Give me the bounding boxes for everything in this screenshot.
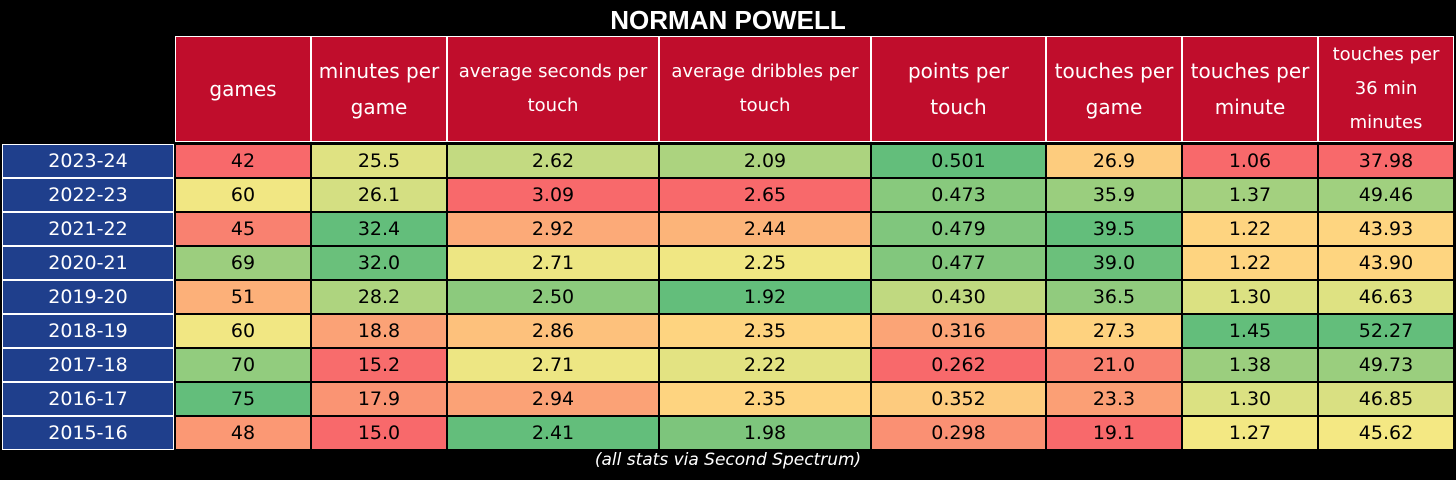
table-cell: 3.09 [447,178,659,212]
table-cell: 0.477 [871,246,1046,280]
column-header: minutes per game [311,36,447,142]
table-cell: 2.22 [659,348,871,382]
table-cell: 21.0 [1046,348,1182,382]
table-cell: 1.06 [1182,144,1318,178]
table-cell: 25.5 [311,144,447,178]
table-cell: 1.30 [1182,382,1318,416]
table-cell: 1.92 [659,280,871,314]
table-cell: 51 [175,280,311,314]
table-cell: 28.2 [311,280,447,314]
table-cell: 1.22 [1182,246,1318,280]
table-cell: 0.473 [871,178,1046,212]
table-cell: 26.9 [1046,144,1182,178]
table-cell: 70 [175,348,311,382]
column-header: touches per 36 min minutes [1318,36,1454,142]
table-cell: 0.298 [871,416,1046,450]
table-cell: 49.46 [1318,178,1454,212]
table-cell: 19.1 [1046,416,1182,450]
table-cell: 2.92 [447,212,659,246]
table-cell: 49.73 [1318,348,1454,382]
table-cell: 2.71 [447,348,659,382]
table-cell: 2.86 [447,314,659,348]
table-cell: 0.316 [871,314,1046,348]
season-label: 2020-21 [2,246,174,280]
chart-title: NORMAN POWELL [610,5,846,35]
table-cell: 69 [175,246,311,280]
table-cell: 32.0 [311,246,447,280]
table-cell: 2.41 [447,416,659,450]
table-cell: 32.4 [311,212,447,246]
table-cell: 2.94 [447,382,659,416]
table-cell: 2.50 [447,280,659,314]
table-cell: 0.262 [871,348,1046,382]
table-cell: 1.45 [1182,314,1318,348]
table-cell: 2.09 [659,144,871,178]
season-label: 2017-18 [2,348,174,382]
table-cell: 60 [175,178,311,212]
table-cell: 35.9 [1046,178,1182,212]
table-cell: 0.430 [871,280,1046,314]
table-cell: 1.27 [1182,416,1318,450]
footnote: (all stats via Second Spectrum) [594,450,862,470]
column-header: points per touch [871,36,1046,142]
table-cell: 42 [175,144,311,178]
table-cell: 0.501 [871,144,1046,178]
season-label: 2016-17 [2,382,174,416]
table-cell: 1.30 [1182,280,1318,314]
table-cell: 2.62 [447,144,659,178]
table-cell: 17.9 [311,382,447,416]
table-cell: 1.38 [1182,348,1318,382]
table-cell: 46.85 [1318,382,1454,416]
table-cell: 60 [175,314,311,348]
table-cell: 2.35 [659,314,871,348]
season-label: 2019-20 [2,280,174,314]
season-label: 2022-23 [2,178,174,212]
column-header: touches per minute [1182,36,1318,142]
table-cell: 0.479 [871,212,1046,246]
column-header: average seconds per touch [447,36,659,142]
table-cell: 2.35 [659,382,871,416]
table-cell: 0.352 [871,382,1046,416]
season-label: 2023-24 [2,144,174,178]
table-cell: 46.63 [1318,280,1454,314]
table-cell: 48 [175,416,311,450]
table-cell: 52.27 [1318,314,1454,348]
table-cell: 45 [175,212,311,246]
season-label: 2021-22 [2,212,174,246]
table-cell: 23.3 [1046,382,1182,416]
table-cell: 15.2 [311,348,447,382]
table-cell: 45.62 [1318,416,1454,450]
table-cell: 39.0 [1046,246,1182,280]
table-cell: 27.3 [1046,314,1182,348]
column-header: touches per game [1046,36,1182,142]
table-cell: 2.65 [659,178,871,212]
table-cell: 2.71 [447,246,659,280]
table-cell: 36.5 [1046,280,1182,314]
table-cell: 15.0 [311,416,447,450]
table-cell: 43.90 [1318,246,1454,280]
column-header: average dribbles per touch [659,36,871,142]
table-cell: 2.25 [659,246,871,280]
table-cell: 2.44 [659,212,871,246]
season-label: 2018-19 [2,314,174,348]
table-cell: 1.98 [659,416,871,450]
table-cell: 18.8 [311,314,447,348]
table-cell: 37.98 [1318,144,1454,178]
table-cell: 1.22 [1182,212,1318,246]
season-label: 2015-16 [2,416,174,450]
table-cell: 1.37 [1182,178,1318,212]
table-cell: 43.93 [1318,212,1454,246]
column-header: games [175,36,311,142]
table-cell: 26.1 [311,178,447,212]
table-cell: 39.5 [1046,212,1182,246]
table-cell: 75 [175,382,311,416]
